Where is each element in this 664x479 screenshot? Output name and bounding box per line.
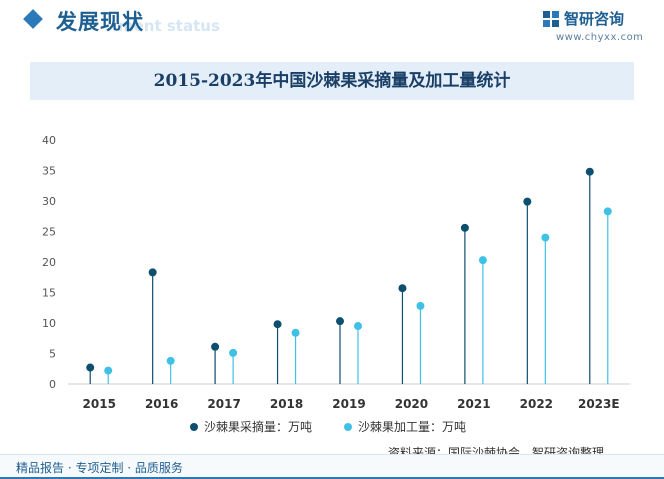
y-tick-label: 10 (42, 317, 56, 330)
section-subtitle: ment status (118, 17, 220, 35)
page-header: ment status 发展现状 智研咨询 www.chyxx.com (0, 0, 664, 50)
y-tick-label: 35 (42, 165, 56, 178)
chart-title: 2015-2023年中国沙棘果采摘量及加工量统计 (153, 71, 511, 91)
point-picking-2018 (273, 320, 282, 329)
legend-marker-processing (344, 422, 352, 431)
x-tick-label: 2023E (578, 397, 620, 411)
section-title: 发展现状 (56, 10, 144, 34)
point-picking-2019 (336, 317, 344, 326)
point-processing-2023E (603, 207, 612, 216)
legend-marker-picking (190, 422, 198, 431)
legend-item-picking: 沙棘果采摘量：万吨 (190, 418, 312, 435)
point-processing-2022 (541, 233, 550, 242)
brand-logo-icon (543, 11, 559, 27)
x-tick-label: 2016 (145, 397, 178, 411)
legend-label-processing: 沙棘果加工量：万吨 (358, 420, 467, 434)
point-picking-2023E (585, 167, 594, 176)
point-processing-2018 (291, 328, 300, 337)
y-tick-label: 25 (42, 226, 56, 239)
chart-title-band: 2015-2023年中国沙棘果采摘量及加工量统计 (30, 62, 634, 100)
point-processing-2015 (104, 366, 113, 375)
footer-text: 精品报告 · 专项定制 · 品质服务 (16, 461, 183, 475)
x-tick-label: 2015 (83, 397, 116, 411)
y-tick-label: 0 (49, 378, 56, 391)
y-axis: 0 5 10 15 20 25 30 35 40 (42, 134, 56, 391)
point-processing-2020 (416, 301, 425, 310)
y-tick-label: 15 (42, 287, 56, 300)
point-processing-2017 (229, 348, 238, 357)
point-picking-2017 (211, 342, 220, 351)
point-processing-2019 (354, 322, 362, 331)
y-tick-label: 30 (42, 195, 56, 208)
x-tick-label: 2019 (332, 397, 365, 411)
legend-label-picking: 沙棘果采摘量：万吨 (204, 420, 313, 434)
point-processing-2016 (166, 356, 175, 365)
chart-marks (86, 167, 612, 384)
point-picking-2020 (398, 284, 407, 293)
legend: 沙棘果采摘量：万吨 沙棘果加工量：万吨 (0, 418, 664, 438)
point-processing-2021 (478, 256, 487, 265)
point-picking-2016 (148, 268, 157, 277)
brand-name: 智研咨询 (564, 10, 625, 28)
point-picking-2021 (460, 223, 469, 232)
x-tick-label: 2018 (270, 397, 303, 411)
x-tick-label: 2020 (395, 397, 428, 411)
point-picking-2015 (86, 363, 95, 372)
y-tick-label: 20 (42, 256, 56, 269)
y-tick-label: 5 (49, 348, 56, 361)
x-axis: 2015 2016 2017 2018 2019 2020 2021 2022 2023E (83, 397, 620, 411)
x-tick-label: 2017 (207, 397, 240, 411)
legend-item-processing: 沙棘果加工量：万吨 (344, 418, 466, 435)
brand: 智研咨询 www.chyxx.com (542, 8, 644, 48)
point-picking-2022 (523, 197, 532, 206)
footer: 精品报告 · 专项定制 · 品质服务 (0, 454, 664, 479)
y-tick-label: 40 (42, 134, 56, 147)
brand-url: www.chyxx.com (556, 32, 644, 43)
x-tick-label: 2021 (457, 397, 490, 411)
x-tick-label: 2022 (520, 397, 553, 411)
